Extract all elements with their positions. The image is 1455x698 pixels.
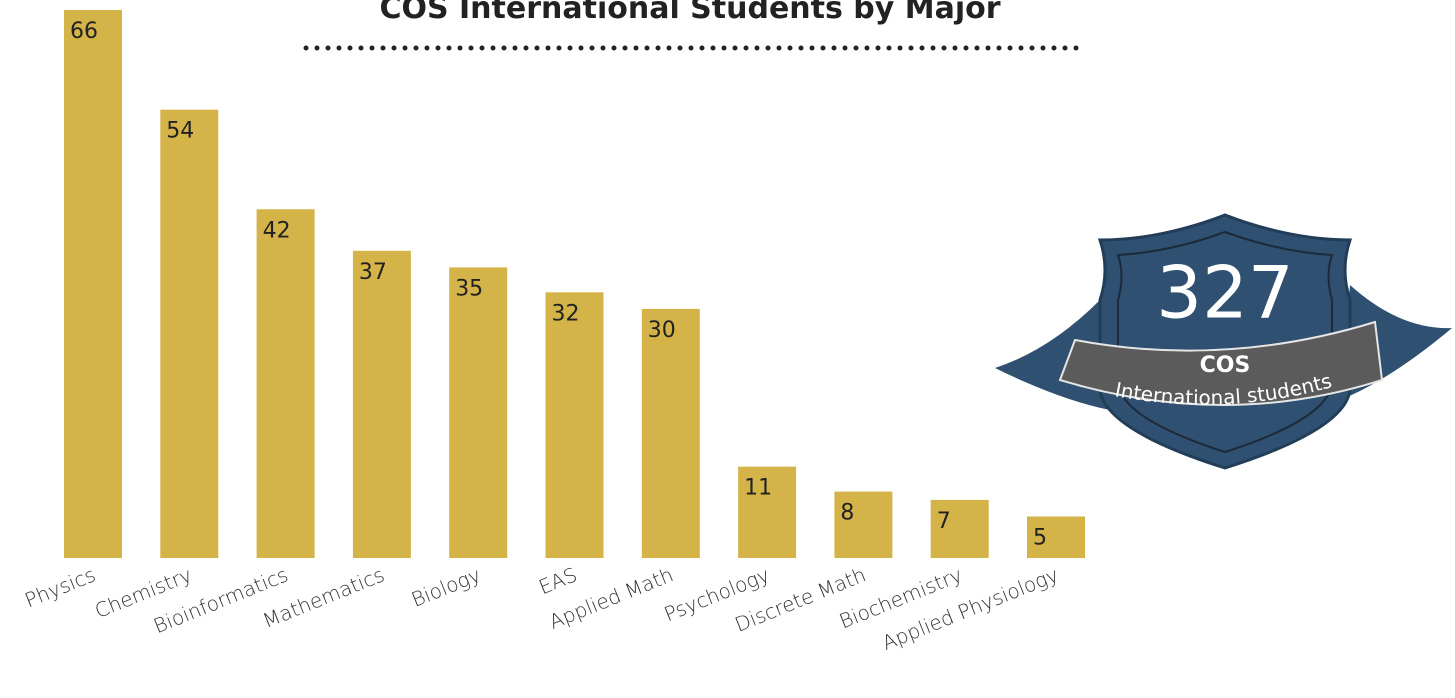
value-label: 11 bbox=[744, 476, 772, 501]
value-label: 8 bbox=[840, 501, 854, 526]
value-label: 7 bbox=[937, 509, 951, 534]
badge: 327 COS International students bbox=[995, 213, 1452, 470]
bar bbox=[545, 292, 604, 558]
bar bbox=[352, 250, 411, 558]
bar bbox=[641, 308, 700, 558]
value-label: 32 bbox=[552, 301, 580, 326]
bar bbox=[834, 491, 893, 558]
bar bbox=[256, 209, 315, 559]
badge-line1: COS bbox=[1200, 353, 1251, 378]
value-label: 37 bbox=[359, 260, 387, 285]
value-label: 5 bbox=[1033, 525, 1047, 550]
bar bbox=[1027, 516, 1085, 558]
value-label: 35 bbox=[455, 276, 483, 301]
x-tick-label: Applied Physiology bbox=[879, 562, 1062, 655]
bar bbox=[64, 10, 122, 558]
x-tick-label: Physics bbox=[21, 562, 99, 612]
badge-total: 327 bbox=[1156, 251, 1293, 335]
x-tick-label: EAS bbox=[535, 562, 580, 599]
value-label: 30 bbox=[648, 318, 676, 343]
value-label: 42 bbox=[263, 218, 291, 243]
value-label: 66 bbox=[70, 19, 98, 44]
value-label: 54 bbox=[166, 119, 194, 144]
bar bbox=[738, 466, 797, 558]
bar bbox=[930, 499, 989, 558]
chart-title: COS International Students by Major bbox=[379, 0, 1000, 26]
x-tick-label: Biology bbox=[408, 562, 484, 611]
bar bbox=[449, 267, 508, 558]
banner bbox=[1058, 320, 1384, 406]
bar bbox=[160, 109, 219, 559]
